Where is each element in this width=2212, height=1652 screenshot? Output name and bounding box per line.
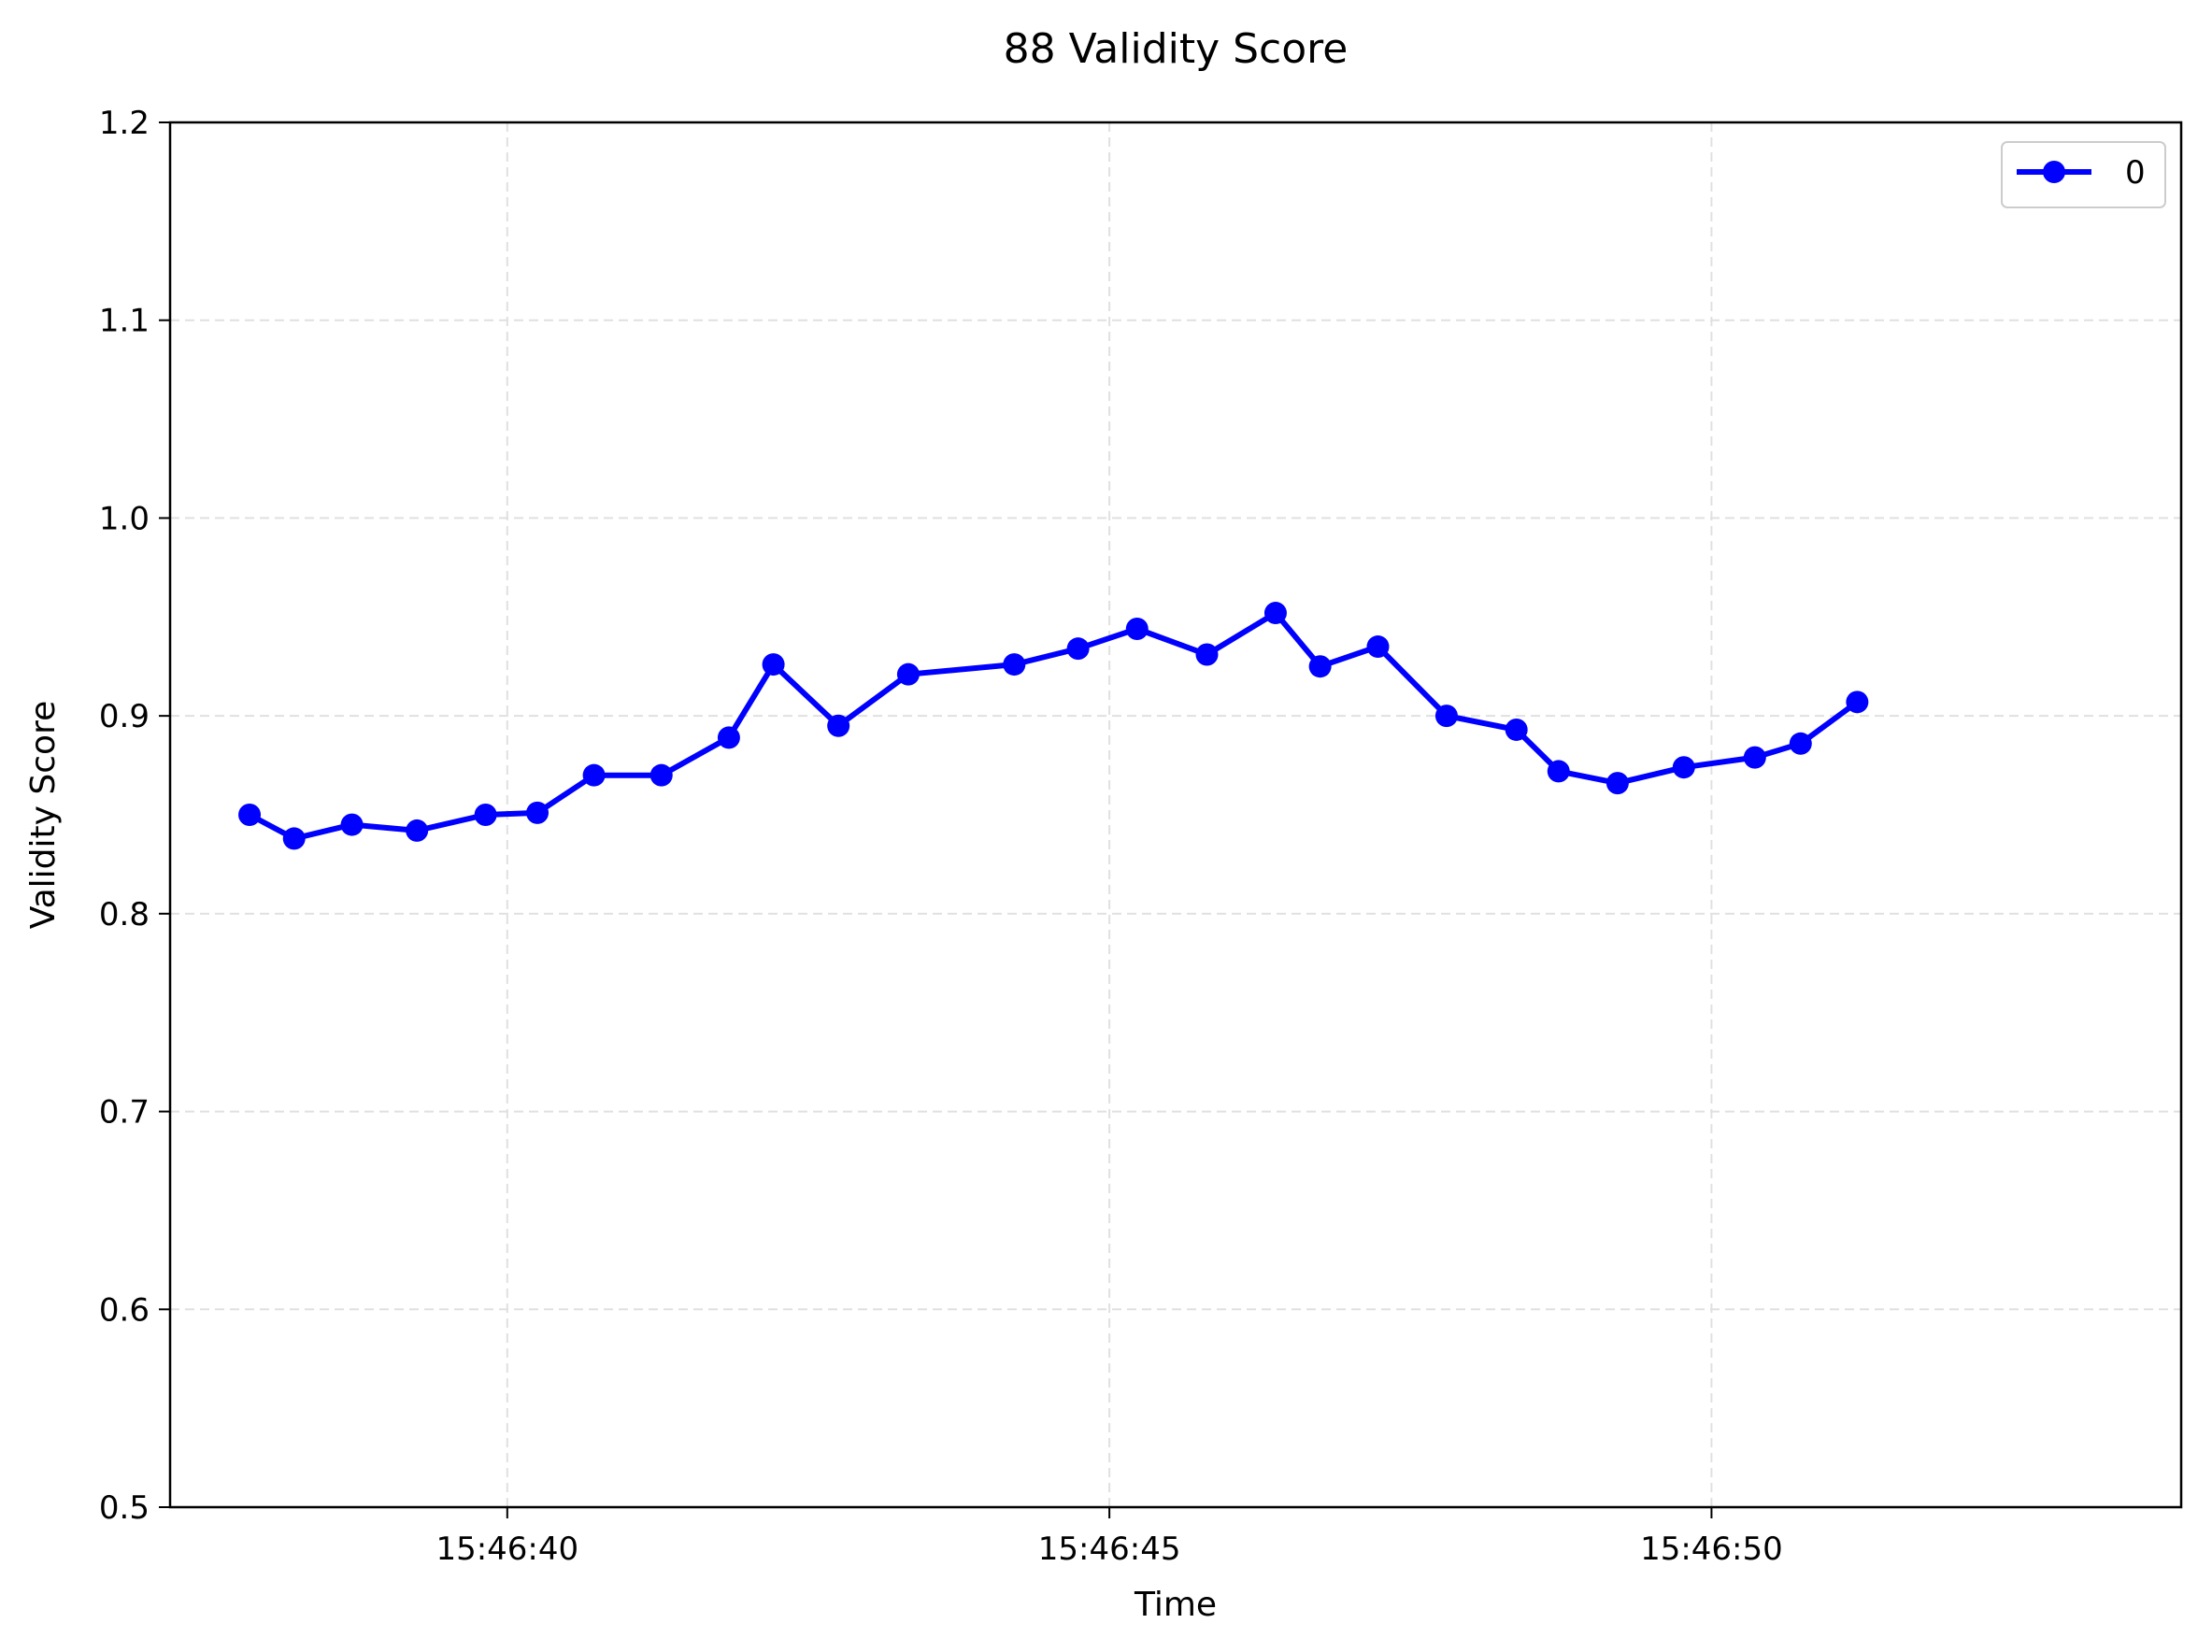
y-tick-label: 1.2 [99,105,150,142]
y-tick-label: 0.5 [99,1489,150,1527]
y-tick-label: 0.9 [99,698,150,735]
legend-marker-swatch [2043,161,2065,183]
y-tick-label: 1.1 [99,303,150,340]
plot-frame [168,121,2183,1509]
data-point [1263,602,1287,625]
legend: 0 [2001,141,2166,208]
legend-entry-label: 0 [2125,154,2146,192]
data-point [1125,617,1149,640]
data-point [1366,635,1390,659]
grid-lines [170,121,2181,1508]
data-point [1743,746,1766,769]
data-point [1003,653,1026,676]
data-point [238,804,262,826]
data-point [1434,705,1458,728]
y-axis: 0.5 0.6 0.7 0.8 0.9 1.0 1.1 1.2 [99,105,170,1527]
data-point [1605,772,1629,795]
data-point [1505,718,1528,741]
data-point [582,763,606,787]
data-point [526,801,549,824]
data-point [896,662,920,686]
x-tick-label: 15:46:40 [435,1531,578,1568]
data-point [406,819,429,842]
y-tick-label: 1.0 [99,500,150,537]
data-point [717,726,740,749]
x-tick-label: 15:46:45 [1038,1531,1181,1568]
data-point [827,714,850,737]
data-point [1066,637,1090,661]
y-tick-label: 0.7 [99,1094,150,1132]
x-tick-label: 15:46:50 [1640,1531,1783,1568]
data-point [1789,732,1812,755]
data-point [1195,643,1219,666]
chart-title: 88 Validity Score [1004,25,1349,73]
data-point [474,804,497,826]
data-point [649,763,673,787]
data-point [282,827,306,850]
data-point [762,653,785,676]
x-axis: 15:46:40 15:46:45 15:46:50 [435,1507,1783,1568]
y-tick-label: 0.8 [99,896,150,933]
data-point [1846,691,1869,714]
y-tick-label: 0.6 [99,1291,150,1329]
x-axis-label: Time [1134,1586,1217,1624]
series-group [238,602,1869,850]
data-point [340,813,364,836]
data-point [1308,655,1332,678]
data-point [1547,760,1570,783]
y-axis-label: Validity Score [24,701,63,929]
data-point [1672,756,1695,779]
